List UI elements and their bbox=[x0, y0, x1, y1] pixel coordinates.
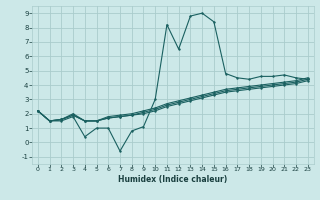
X-axis label: Humidex (Indice chaleur): Humidex (Indice chaleur) bbox=[118, 175, 228, 184]
